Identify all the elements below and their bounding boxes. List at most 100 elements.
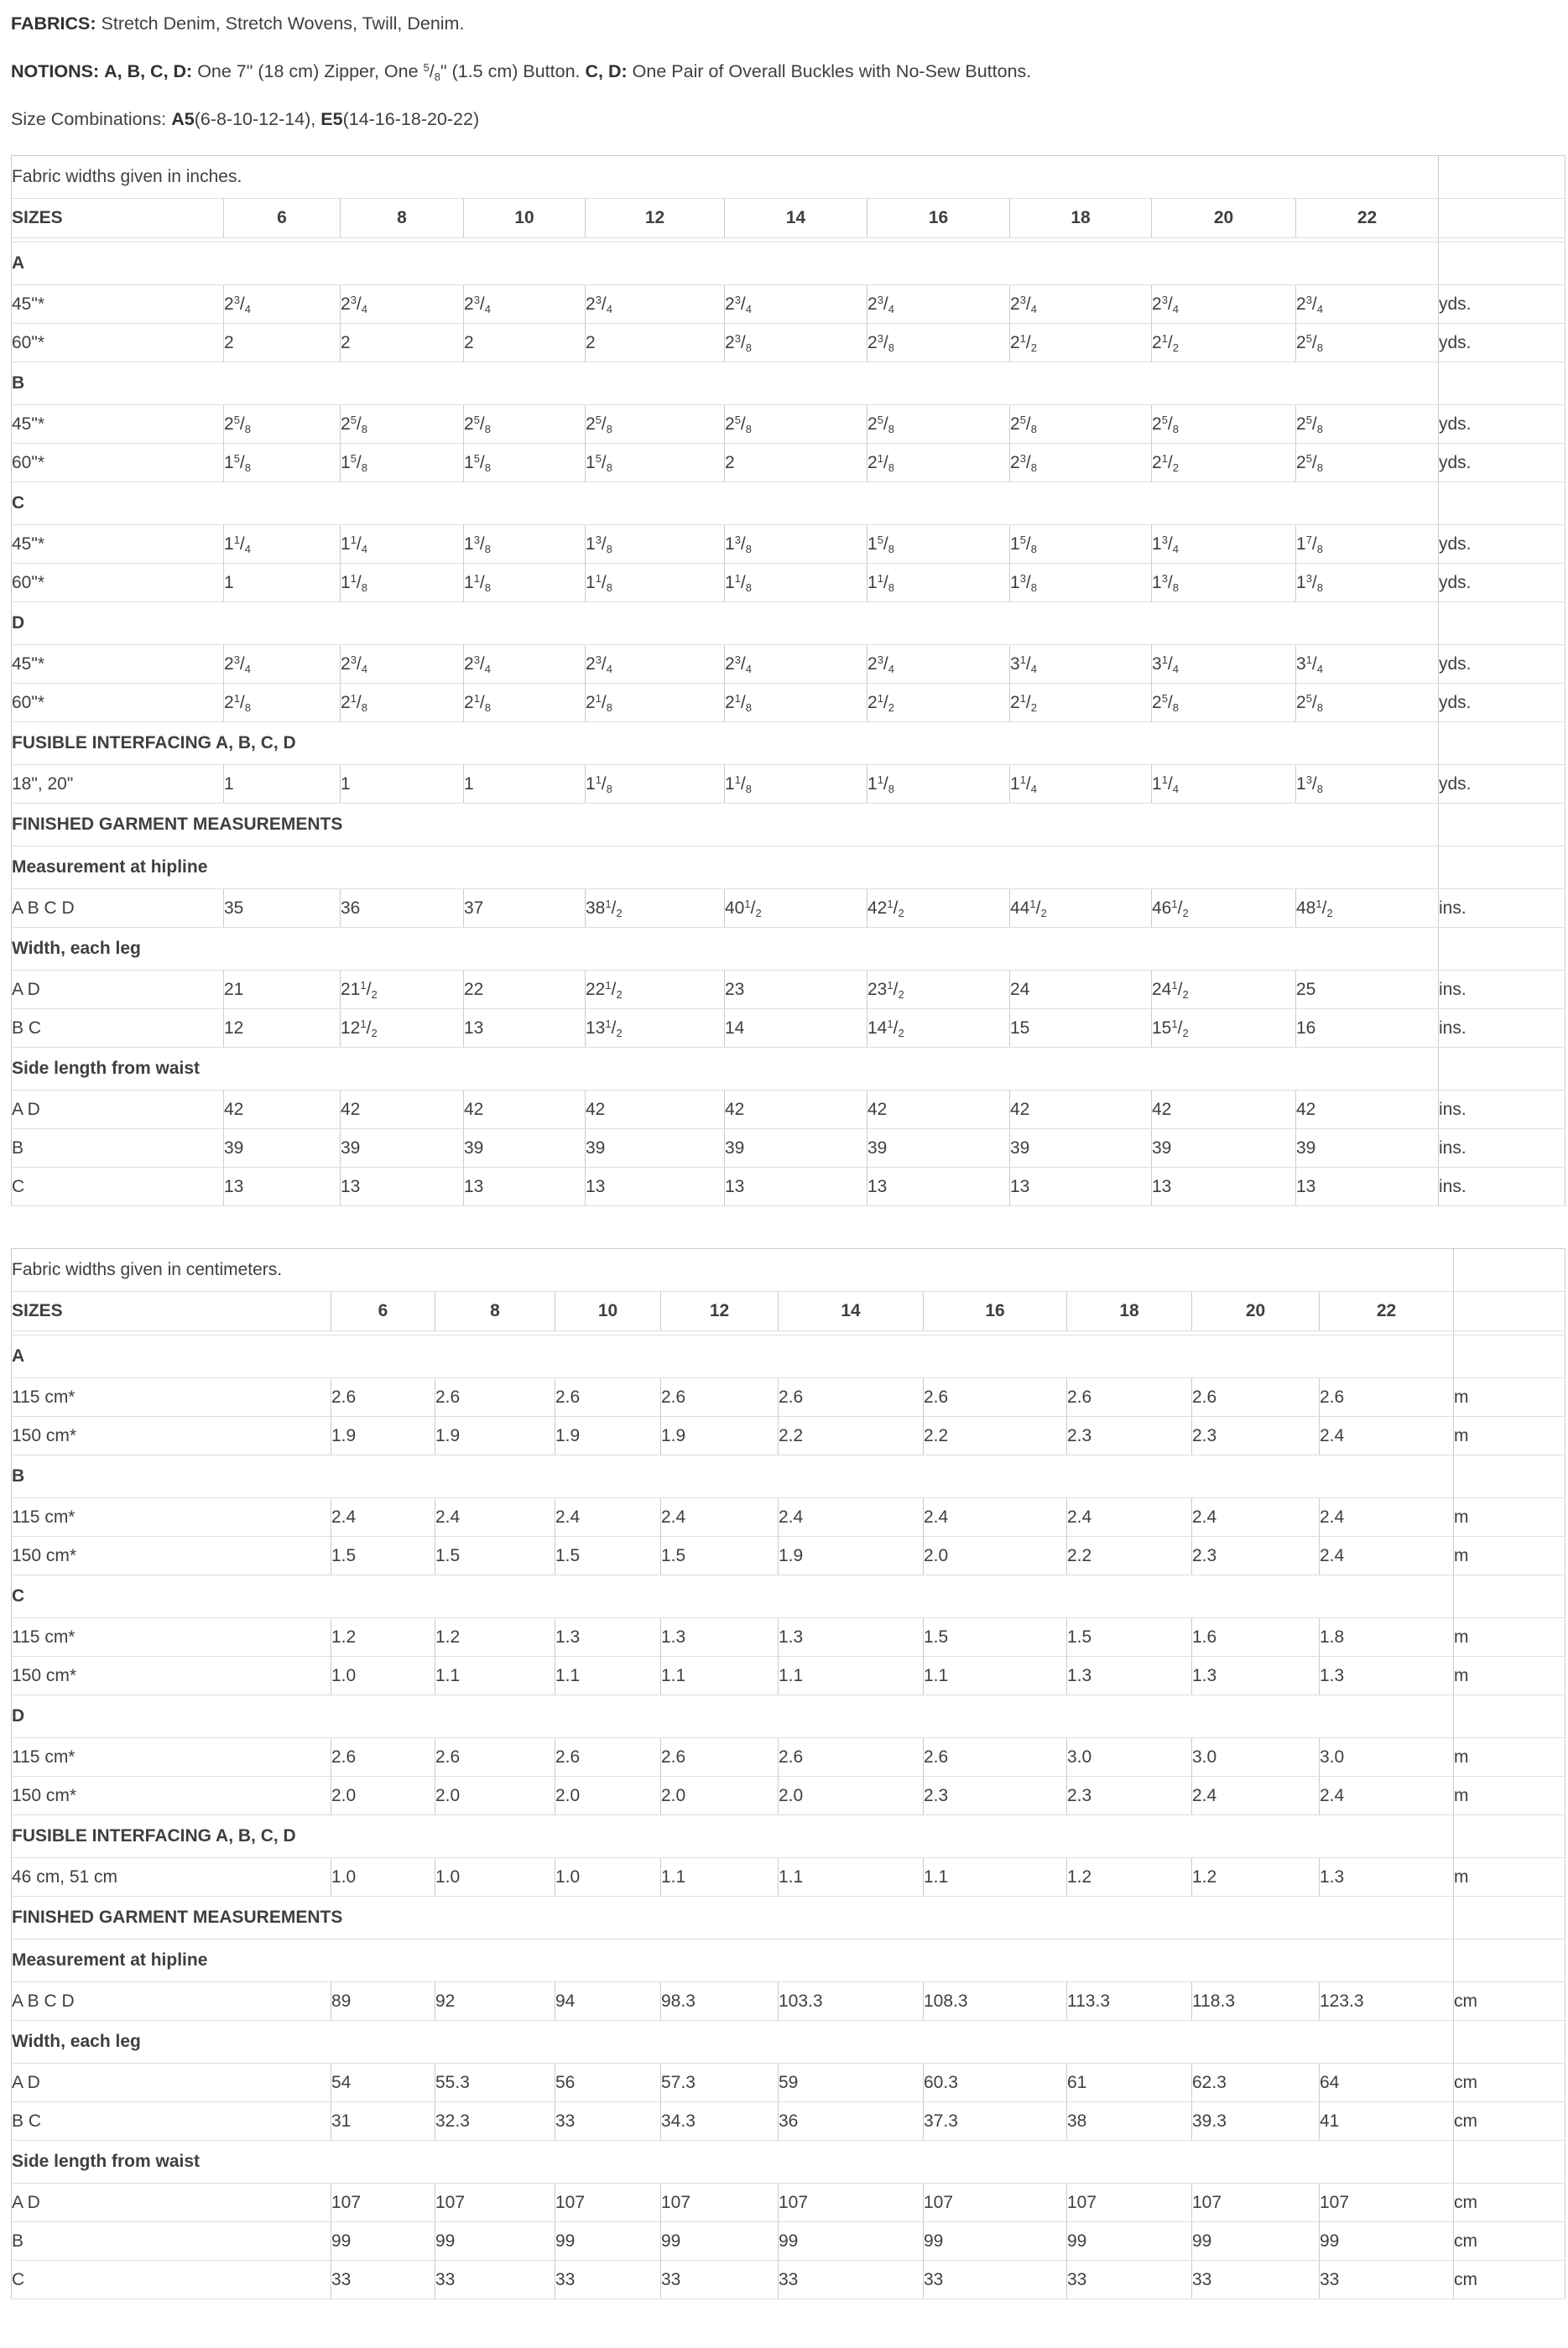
size-column-header: 12	[585, 198, 725, 238]
value-cell: 107	[435, 2183, 555, 2222]
value-cell: 24	[1009, 970, 1152, 1009]
value-cell: 99	[435, 2221, 555, 2261]
value-cell: 25/8	[585, 404, 725, 444]
value-cell: 1.2	[1191, 1857, 1320, 1897]
value-cell: 13	[463, 1008, 586, 1048]
value-cell: 21/2	[867, 683, 1010, 722]
value-cell: 39	[1151, 1128, 1296, 1168]
value-cell: 381/2	[585, 888, 725, 928]
table-caption: Fabric widths given in inches.	[11, 155, 1439, 199]
value-cell: 42	[867, 1090, 1010, 1129]
value-cell: 33	[660, 2260, 779, 2299]
value-cell: 461/2	[1151, 888, 1296, 928]
value-cell: 39	[1009, 1128, 1152, 1168]
value-cell: 23/4	[1009, 284, 1152, 324]
value-cell: 15/8	[867, 524, 1010, 564]
value-cell: 1.8	[1319, 1617, 1454, 1657]
unit-label: yds.	[1438, 404, 1565, 444]
unit-label: ins.	[1438, 888, 1565, 928]
value-cell: 1.5	[331, 1536, 435, 1575]
value-cell: 23/4	[867, 644, 1010, 684]
section-unit-cell	[1438, 927, 1565, 971]
row-label: 60"*	[11, 683, 224, 722]
value-cell: 2	[463, 323, 586, 362]
unit-label: m	[1453, 1377, 1565, 1417]
value-cell: 2.3	[1191, 1536, 1320, 1575]
value-cell: 23/4	[585, 284, 725, 324]
value-cell: 2.4	[435, 1497, 555, 1537]
value-cell: 62.3	[1191, 2063, 1320, 2102]
value-cell: 21/8	[585, 683, 725, 722]
value-cell: 13/8	[463, 524, 586, 564]
value-cell: 64	[1319, 2063, 1454, 2102]
unit-label: cm	[1453, 2063, 1565, 2102]
value-cell: 21/8	[724, 683, 867, 722]
value-cell: 25/8	[1295, 323, 1439, 362]
value-cell: 141/2	[867, 1008, 1010, 1048]
value-cell: 1.3	[1319, 1857, 1454, 1897]
section-unit-cell	[1453, 1939, 1565, 1982]
value-cell: 99	[1191, 2221, 1320, 2261]
size-column-header: 10	[463, 198, 586, 238]
value-cell: 1.1	[778, 1656, 924, 1695]
unit-label: yds.	[1438, 764, 1565, 804]
section-header: FINISHED GARMENT MEASUREMENTS	[11, 803, 1439, 846]
row-label: 150 cm*	[11, 1656, 331, 1695]
value-cell: 1	[340, 764, 464, 804]
value-cell: 13	[1295, 1167, 1439, 1206]
value-cell: 107	[1066, 2183, 1192, 2222]
value-cell: 23/8	[867, 323, 1010, 362]
value-cell: 2.4	[1319, 1536, 1454, 1575]
centimeters-fabric-table: Fabric widths given in centimeters. SIZES…	[11, 1248, 1565, 2299]
value-cell: 99	[331, 2221, 435, 2261]
value-cell: 1.5	[660, 1536, 779, 1575]
value-cell: 54	[331, 2063, 435, 2102]
unit-label: m	[1453, 1617, 1565, 1657]
value-cell: 123.3	[1319, 1981, 1454, 2021]
row-label: 150 cm*	[11, 1536, 331, 1575]
value-cell: 2.6	[660, 1377, 779, 1417]
row-label: 115 cm*	[11, 1737, 331, 1777]
row-label: C	[11, 2260, 331, 2299]
value-cell: 21/2	[1151, 323, 1296, 362]
notions-text-3: One Pair of Overall Buckles with No-Sew …	[632, 61, 1032, 81]
value-cell: 107	[778, 2183, 924, 2222]
value-cell: 2.6	[778, 1737, 924, 1777]
value-cell: 1.9	[435, 1416, 555, 1455]
value-cell: 42	[585, 1090, 725, 1129]
row-label: 60"*	[11, 443, 224, 482]
value-cell: 16	[1295, 1008, 1439, 1048]
value-cell: 21/2	[1009, 683, 1152, 722]
value-cell: 121/2	[340, 1008, 464, 1048]
row-label: B C	[11, 1008, 224, 1048]
value-cell: 1.5	[555, 1536, 661, 1575]
unit-label: ins.	[1438, 1128, 1565, 1168]
value-cell: 1.6	[1191, 1617, 1320, 1657]
value-cell: 25/8	[1295, 443, 1439, 482]
value-cell: 2.4	[1319, 1776, 1454, 1815]
size-column-header: 16	[923, 1291, 1067, 1331]
section-header: Side length from waist	[11, 1047, 1439, 1091]
unit-label: m	[1453, 1776, 1565, 1815]
value-cell: 1.9	[660, 1416, 779, 1455]
value-cell: 3.0	[1319, 1737, 1454, 1777]
value-cell: 11/4	[1151, 764, 1296, 804]
size-column-header: 6	[223, 198, 341, 238]
value-cell: 2.4	[1066, 1497, 1192, 1537]
unit-label: m	[1453, 1737, 1565, 1777]
size-column-header: 22	[1295, 198, 1439, 238]
value-cell: 2.6	[555, 1377, 661, 1417]
size-column-header: 10	[555, 1291, 661, 1331]
value-cell: 1.1	[660, 1656, 779, 1695]
section-header: C	[11, 1575, 1454, 1618]
value-cell: 11/8	[867, 764, 1010, 804]
value-cell: 1.5	[435, 1536, 555, 1575]
value-cell: 2	[340, 323, 464, 362]
value-cell: 38	[1066, 2101, 1192, 2141]
value-cell: 21/8	[867, 443, 1010, 482]
value-cell: 1.1	[778, 1857, 924, 1897]
value-cell: 107	[555, 2183, 661, 2222]
value-cell: 3.0	[1191, 1737, 1320, 1777]
value-cell: 92	[435, 1981, 555, 2021]
unit-label: ins.	[1438, 1090, 1565, 1129]
